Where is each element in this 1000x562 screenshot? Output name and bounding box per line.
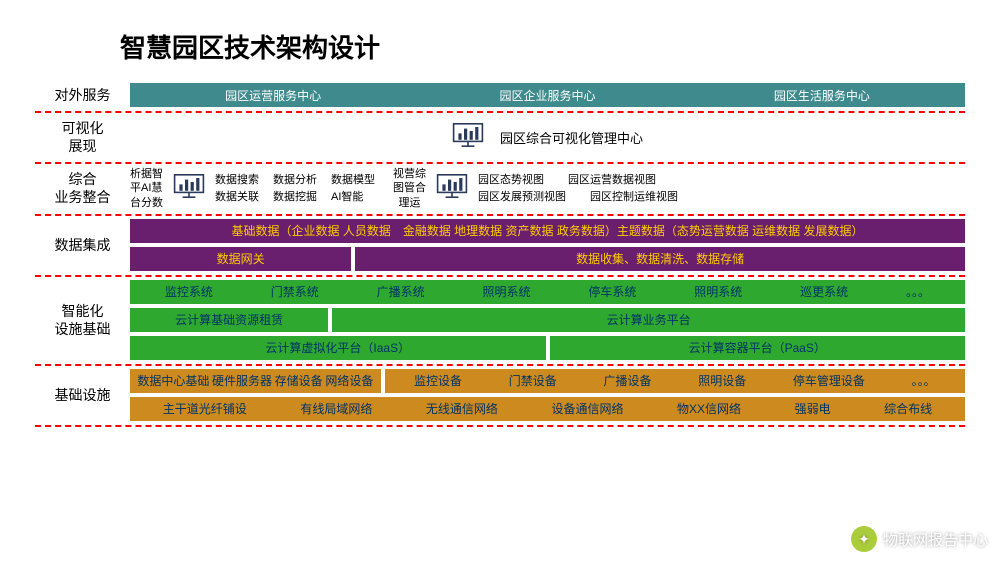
- layer-label: 智能化 设施基础: [35, 280, 130, 360]
- chart-icon: [436, 173, 468, 204]
- data-row1: 基础数据（企业数据 人员数据 金融数据 地理数据 资产数据 政务数据）主题数据（…: [130, 219, 965, 243]
- divider: [35, 425, 965, 427]
- cloud-biz: 云计算业务平台: [332, 308, 965, 332]
- dc-bar: 数据中心基础硬件服务器存储设备网络设备: [130, 369, 381, 393]
- external-service-bar: 园区运营服务中心 园区企业服务中心 园区生活服务中心: [130, 83, 965, 107]
- layer-label: 基础设施: [35, 369, 130, 421]
- chart-icon: [173, 173, 205, 204]
- layer-smart-infra: 智能化 设施基础 监控系统门禁系统广播系统照明系统停车系统照明系统巡更系统。。。…: [35, 280, 965, 360]
- data-gateway: 数据网关: [130, 247, 351, 271]
- item: 园区企业服务中心: [499, 87, 595, 104]
- layer-label: 对外服务: [35, 83, 130, 107]
- left-vertical-text: 析据智 平AI慧 台分数: [130, 167, 163, 210]
- layer-visualization: 可视化 展现 园区综合可视化管理中心: [35, 116, 965, 158]
- devices-bar: 监控设备门禁设备广播设备照明设备停车管理设备。。。: [385, 369, 965, 393]
- layer-label: 可视化 展现: [35, 116, 130, 158]
- divider: [35, 162, 965, 164]
- layer-data-integration: 数据集成 基础数据（企业数据 人员数据 金融数据 地理数据 资产数据 政务数据）…: [35, 219, 965, 271]
- iaas: 云计算虚拟化平台（IaaS）: [130, 336, 546, 360]
- mid-vertical-text: 视营综 图管合 理运: [393, 167, 426, 210]
- paas: 云计算容器平台（PaaS）: [550, 336, 966, 360]
- divider: [35, 111, 965, 113]
- data-process: 数据收集、数据清洗、数据存储: [355, 247, 965, 271]
- diagram-title: 智慧园区技术架构设计: [120, 28, 965, 65]
- chart-icon: [452, 122, 484, 153]
- group2: 园区态势视图园区运营数据视图 园区发展预测视图园区控制运维视图: [478, 173, 965, 205]
- watermark: ✦ 物联网报告中心: [851, 526, 988, 552]
- layer-biz-integration: 综合 业务整合 析据智 平AI慧 台分数 数据搜索数据分析数据模型 数据关联数据…: [35, 167, 965, 210]
- item: 园区运营服务中心: [225, 87, 321, 104]
- divider: [35, 275, 965, 277]
- divider: [35, 364, 965, 366]
- layer-base-infra: 基础设施 数据中心基础硬件服务器存储设备网络设备 监控设备门禁设备广播设备照明设…: [35, 369, 965, 421]
- watermark-text: 物联网报告中心: [883, 529, 988, 550]
- network-bar: 主干道光纤铺设有线局域网络无线通信网络设备通信网络物XX信网络强弱电综合布线: [130, 397, 965, 421]
- layer-label: 数据集成: [35, 219, 130, 271]
- group1: 数据搜索数据分析数据模型 数据关联数据挖掘AI智能: [215, 173, 375, 205]
- smart-systems-bar: 监控系统门禁系统广播系统照明系统停车系统照明系统巡更系统。。。: [130, 280, 965, 304]
- cloud-lease: 云计算基础资源租赁: [130, 308, 328, 332]
- layer-external-service: 对外服务 园区运营服务中心 园区企业服务中心 园区生活服务中心: [35, 83, 965, 107]
- layer-label: 综合 业务整合: [35, 167, 130, 210]
- item: 园区生活服务中心: [774, 87, 870, 104]
- wechat-icon: ✦: [851, 526, 877, 552]
- viz-center-label: 园区综合可视化管理中心: [500, 128, 643, 147]
- divider: [35, 214, 965, 216]
